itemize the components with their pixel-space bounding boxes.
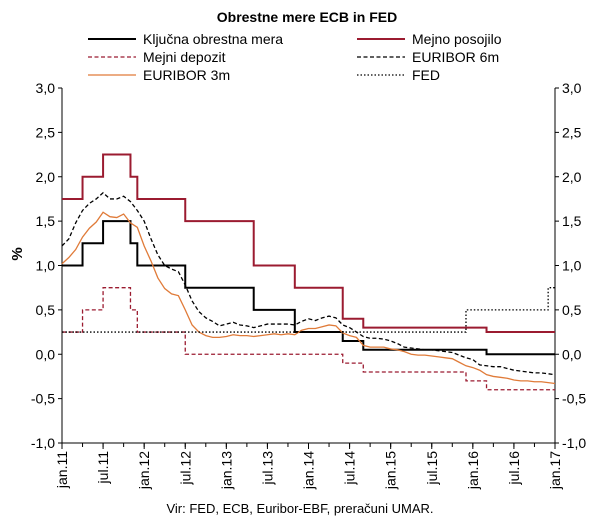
left-y-tick-label: -0,5 (31, 391, 55, 407)
x-tick-label: jul.11 (95, 451, 111, 485)
x-tick-label: jan.15 (383, 451, 399, 490)
left-y-tick-label: 1,5 (36, 213, 56, 229)
left-y-tick-label: 2,5 (36, 124, 56, 140)
x-tick-label: jan.17 (547, 451, 563, 490)
x-tick-label: jul.15 (424, 451, 440, 486)
series-line-1 (62, 153, 555, 334)
right-y-tick-label: 0,0 (562, 346, 582, 362)
x-tick-label: jul.14 (342, 451, 358, 486)
left-y-tick-label: 1,0 (36, 258, 56, 274)
right-y-tick-label: 3,0 (562, 80, 582, 96)
x-axis: jan.11 jul.11 jan.12 jul.12 jan.13 jul.13 jan.… (54, 442, 563, 490)
legend: Ključna obrestna mera Mejno posojilo Mejni… (88, 31, 502, 83)
right-y-tick-label: 1,0 (562, 258, 582, 274)
right-y-tick-label: 2,5 (562, 124, 582, 140)
left-y-tick-label: 0,0 (36, 346, 56, 362)
left-y-axis: 3,0 2,5 2,0 1,5 1,0 0,5 0,0 -0,5 -1,0 (31, 80, 63, 451)
x-tick-label: jul.13 (259, 451, 275, 486)
left-y-tick-label: 3,0 (36, 80, 56, 96)
legend-label-1: Mejno posojilo (412, 31, 502, 47)
legend-label-3: EURIBOR 6m (412, 49, 499, 65)
legend-label-4: EURIBOR 3m (143, 67, 230, 83)
x-tick-label: jan.16 (465, 451, 481, 490)
source-note: Vir: FED, ECB, Euribor-EBF, preračuni UM… (166, 501, 433, 516)
series-line-5 (62, 287, 555, 333)
right-y-tick-label: 0,5 (562, 302, 582, 318)
x-tick-label: jul.12 (177, 451, 193, 486)
legend-label-2: Mejni depozit (143, 49, 226, 65)
x-tick-label: jan.11 (54, 451, 70, 489)
x-tick-label: jan.13 (218, 451, 234, 490)
left-y-tick-label: 0,5 (36, 302, 56, 318)
right-y-axis: 3,0 2,5 2,0 1,5 1,0 0,5 0,0 -0,5 -1,0 (554, 80, 586, 451)
series-line-3 (61, 191, 556, 376)
x-tick-label: jan.12 (136, 451, 152, 490)
series-line-2 (62, 287, 555, 391)
x-tick-label: jan.14 (301, 451, 317, 490)
right-y-tick-label: 1,5 (562, 213, 582, 229)
y-axis-label: % (9, 247, 26, 260)
legend-label-5: FED (412, 67, 440, 83)
legend-label-0: Ključna obrestna mera (143, 31, 283, 47)
series-line-4 (61, 211, 556, 385)
chart-title: Obrestne mere ECB in FED (217, 9, 398, 25)
right-y-tick-label: -0,5 (562, 391, 586, 407)
series-layer (61, 153, 556, 391)
right-y-tick-label: 2,0 (562, 169, 582, 185)
left-y-tick-label: 2,0 (36, 169, 56, 185)
right-y-tick-label: -1,0 (562, 435, 586, 451)
left-y-tick-label: -1,0 (31, 435, 55, 451)
x-tick-label: jul.16 (506, 451, 522, 486)
